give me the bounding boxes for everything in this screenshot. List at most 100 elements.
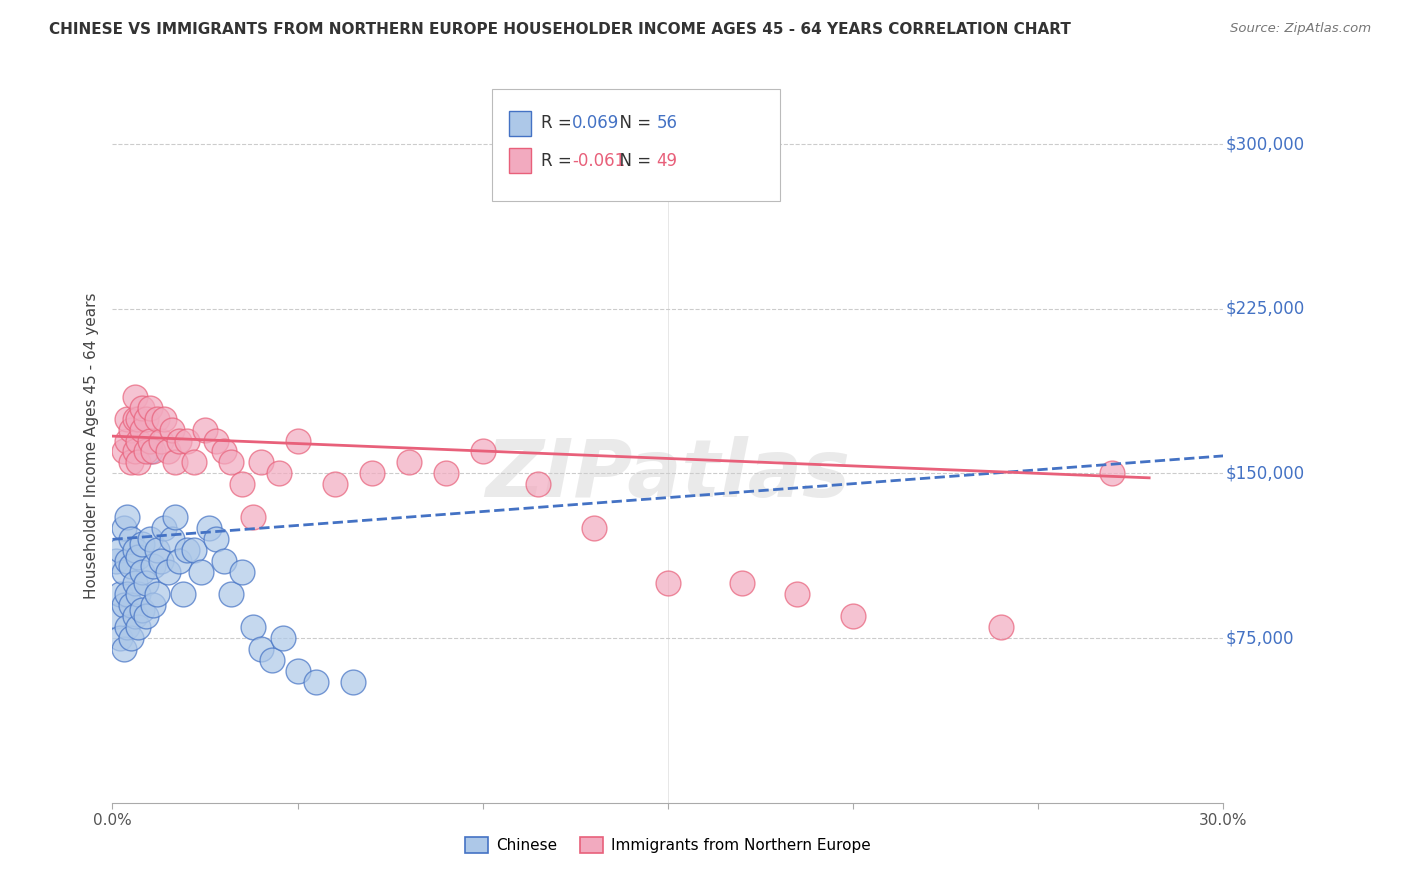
Point bbox=[1101, 467, 1123, 481]
Point bbox=[142, 558, 165, 573]
Point bbox=[205, 434, 228, 448]
Point bbox=[117, 411, 139, 425]
Point bbox=[271, 631, 294, 645]
Text: Source: ZipAtlas.com: Source: ZipAtlas.com bbox=[1230, 22, 1371, 36]
Point bbox=[657, 576, 679, 591]
Point bbox=[212, 554, 235, 568]
Point bbox=[582, 521, 605, 535]
Point bbox=[120, 423, 142, 437]
Point bbox=[131, 602, 153, 616]
Point bbox=[146, 543, 169, 558]
Point bbox=[112, 598, 135, 612]
Point bbox=[842, 609, 865, 624]
Point bbox=[112, 444, 135, 458]
Point bbox=[260, 653, 283, 667]
Point bbox=[127, 549, 149, 564]
Point bbox=[157, 566, 180, 580]
Text: 0.069: 0.069 bbox=[572, 114, 620, 132]
Point bbox=[219, 455, 242, 469]
Point bbox=[127, 434, 149, 448]
Point bbox=[117, 510, 139, 524]
Point bbox=[167, 434, 190, 448]
Point bbox=[160, 533, 183, 547]
Point bbox=[231, 477, 253, 491]
Point bbox=[183, 455, 205, 469]
Point bbox=[249, 642, 271, 657]
Point bbox=[153, 411, 176, 425]
Point bbox=[242, 620, 264, 634]
Point bbox=[108, 543, 131, 558]
Point bbox=[249, 455, 271, 469]
Point bbox=[124, 411, 146, 425]
Point bbox=[120, 533, 142, 547]
Point bbox=[108, 587, 131, 601]
Point bbox=[176, 434, 198, 448]
Point bbox=[108, 631, 131, 645]
Point bbox=[990, 620, 1012, 634]
Point bbox=[165, 510, 187, 524]
Point bbox=[124, 576, 146, 591]
Point bbox=[434, 467, 457, 481]
Text: -0.061: -0.061 bbox=[572, 152, 626, 169]
Point bbox=[112, 642, 135, 657]
Point bbox=[183, 543, 205, 558]
Text: CHINESE VS IMMIGRANTS FROM NORTHERN EUROPE HOUSEHOLDER INCOME AGES 45 - 64 YEARS: CHINESE VS IMMIGRANTS FROM NORTHERN EURO… bbox=[49, 22, 1071, 37]
Point bbox=[242, 510, 264, 524]
Point bbox=[142, 598, 165, 612]
Point bbox=[117, 434, 139, 448]
Text: N =: N = bbox=[609, 152, 657, 169]
Point bbox=[105, 554, 128, 568]
Point bbox=[176, 543, 198, 558]
Point bbox=[124, 609, 146, 624]
Point bbox=[527, 477, 550, 491]
Point bbox=[117, 620, 139, 634]
Text: $300,000: $300,000 bbox=[1226, 135, 1305, 153]
Point bbox=[117, 554, 139, 568]
Point bbox=[167, 554, 190, 568]
Point bbox=[127, 587, 149, 601]
Point bbox=[124, 390, 146, 404]
Point bbox=[305, 675, 328, 690]
Point bbox=[120, 455, 142, 469]
Point bbox=[267, 467, 291, 481]
Point bbox=[323, 477, 346, 491]
Point bbox=[287, 434, 309, 448]
Point bbox=[197, 521, 219, 535]
Point bbox=[120, 558, 142, 573]
Point bbox=[786, 587, 808, 601]
Point bbox=[142, 444, 165, 458]
Point bbox=[153, 521, 176, 535]
Point bbox=[131, 566, 153, 580]
Point bbox=[205, 533, 228, 547]
Text: $75,000: $75,000 bbox=[1226, 629, 1294, 647]
Point bbox=[471, 444, 494, 458]
Text: ZIPatlas: ZIPatlas bbox=[485, 435, 851, 514]
Point bbox=[131, 423, 153, 437]
Point bbox=[149, 554, 172, 568]
Point bbox=[165, 455, 187, 469]
Text: R =: R = bbox=[541, 114, 578, 132]
Text: R =: R = bbox=[541, 152, 578, 169]
Point bbox=[138, 533, 160, 547]
Text: $150,000: $150,000 bbox=[1226, 465, 1305, 483]
Point bbox=[398, 455, 420, 469]
Point bbox=[138, 401, 160, 415]
Point bbox=[127, 620, 149, 634]
Text: 56: 56 bbox=[657, 114, 678, 132]
Point bbox=[194, 423, 217, 437]
Point bbox=[120, 631, 142, 645]
Point bbox=[731, 576, 754, 591]
Point bbox=[146, 587, 169, 601]
Point bbox=[135, 444, 157, 458]
Point bbox=[112, 521, 135, 535]
Point bbox=[127, 455, 149, 469]
Legend: Chinese, Immigrants from Northern Europe: Chinese, Immigrants from Northern Europe bbox=[460, 831, 876, 859]
Point bbox=[117, 587, 139, 601]
Point bbox=[219, 587, 242, 601]
Point bbox=[112, 566, 135, 580]
Text: $225,000: $225,000 bbox=[1226, 300, 1305, 318]
Point bbox=[146, 411, 169, 425]
Point bbox=[124, 543, 146, 558]
Point bbox=[149, 434, 172, 448]
Point bbox=[135, 411, 157, 425]
